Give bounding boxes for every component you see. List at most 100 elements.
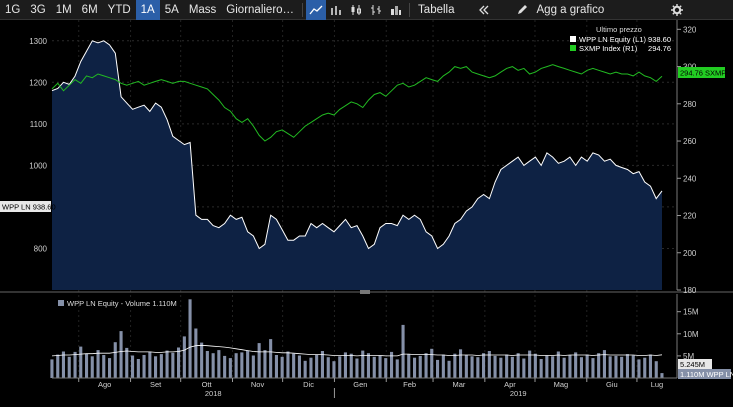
range-ytd-button[interactable]: YTD (107, 3, 131, 16)
volume-last-tag: 1.110M WPP LN (678, 369, 733, 379)
volume-bar (625, 354, 629, 378)
range-max-button[interactable]: Mass (188, 3, 217, 16)
volume-bar (326, 357, 330, 378)
volume-bar (343, 352, 347, 378)
volume-bar (257, 343, 261, 378)
month-label: Ago (98, 380, 111, 389)
volume-bar (90, 356, 94, 378)
right-tick-label: 240 (683, 174, 697, 183)
volume-tick-label: 10M (683, 330, 699, 339)
left-tick-label: 1200 (29, 78, 47, 87)
volume-bar (487, 351, 491, 378)
ohlc-icon[interactable] (366, 0, 386, 20)
collapse-chevron-icon[interactable] (474, 0, 494, 20)
date-axis: Ago Set Ott Nov Dic Gen Feb Mar Apr Mag Giu Lug 2018… (52, 377, 677, 398)
left-axis: 1300120011001000900800 (29, 37, 47, 254)
bar-chart-icon[interactable] (326, 0, 346, 20)
line-chart-icon[interactable] (306, 0, 327, 20)
volume-bar (430, 348, 434, 378)
volume-bar (67, 356, 71, 378)
volume-bar (424, 353, 428, 378)
month-label: Giu (606, 380, 618, 389)
volume-bar (251, 355, 255, 378)
volume-bar (591, 358, 595, 378)
range-3g-button[interactable]: 3G (30, 3, 46, 16)
volume-bar (620, 356, 624, 378)
price-last-tag-label: WPP LN 938.60 (2, 203, 56, 212)
volume-axis: 15M 10M 5M (676, 294, 699, 378)
volume-bar (125, 347, 129, 378)
volume-bar (597, 353, 601, 378)
month-label: Set (150, 380, 162, 389)
volume-bar (142, 355, 146, 378)
range-1a-button[interactable]: 1A (135, 0, 160, 20)
legend-swatch-sxmp (570, 45, 576, 51)
volume-bar (602, 350, 606, 378)
volume-bar (579, 357, 583, 378)
volume-bar (136, 359, 140, 378)
range-1m-button[interactable]: 1M (55, 3, 72, 16)
volume-bar (108, 358, 112, 378)
volume-bar (79, 346, 83, 378)
add-to-chart-button[interactable]: Agg a grafico (536, 3, 605, 16)
month-label: Mag (554, 380, 569, 389)
volume-bar (263, 350, 267, 378)
table-button[interactable]: Tabella (418, 3, 455, 16)
volume-bar (119, 331, 123, 378)
chart-legend: Ultimo prezzo WPP LN Equity (L1) 938.60 … (570, 25, 671, 53)
frequency-dropdown[interactable]: Giornaliero… (226, 3, 295, 16)
chart-toolbar: 1G 3G 1M 6M YTD 1A 5A Mass Giornaliero… … (0, 0, 733, 20)
volume-bar (441, 354, 445, 378)
volume-bar (522, 358, 526, 378)
range-6m-button[interactable]: 6M (81, 3, 98, 16)
volume-bar (545, 355, 549, 378)
toolbar-divider (409, 2, 411, 17)
price-last-tag: WPP LN 938.60 (0, 201, 56, 212)
volume-bar (464, 355, 468, 378)
price-chart: 1300120011001000900800 32030028026024022… (0, 20, 733, 398)
volume-bar (102, 355, 106, 378)
volume-bar (585, 354, 589, 378)
volume-bar (297, 355, 301, 378)
pencil-icon[interactable] (512, 0, 532, 20)
toolbar-divider (302, 2, 304, 17)
volume-bar (177, 347, 181, 378)
volume-bar (556, 351, 560, 378)
volume-bar (551, 356, 555, 378)
volume-bar (482, 353, 486, 378)
legend-label-sxmp: SXMP Index (R1) (579, 44, 638, 53)
candlestick-icon[interactable] (346, 0, 366, 20)
volume-bar (148, 351, 152, 378)
volume-bar (85, 353, 89, 378)
gear-icon[interactable] (667, 0, 687, 20)
volume-bar (303, 360, 307, 378)
range-5a-button[interactable]: 5A (164, 3, 179, 16)
wpp-price-area (52, 40, 662, 290)
panel-resize-handle[interactable] (360, 290, 370, 294)
legend-value-wpp: 938.60 (648, 35, 671, 44)
volume-bar (315, 354, 319, 378)
legend-header: Ultimo prezzo (596, 25, 642, 34)
stacked-bars-icon[interactable] (386, 0, 406, 20)
volume-tick-label: 15M (683, 308, 699, 317)
volume-bar (366, 353, 370, 378)
volume-bar (436, 359, 440, 378)
legend-swatch-volume (58, 300, 64, 306)
volume-bar (73, 351, 77, 378)
volume-bar (660, 373, 664, 378)
year-label: 2018 (205, 389, 222, 398)
month-label: Dic (303, 380, 314, 389)
range-1g-button[interactable]: 1G (5, 3, 21, 16)
volume-bar (574, 352, 578, 378)
volume-bar (332, 361, 336, 378)
volume-bar (309, 357, 313, 378)
volume-bar (533, 353, 537, 378)
volume-avg-tag: 5.245M (678, 359, 712, 369)
wpp-price-line (51, 40, 663, 250)
volume-bar (643, 357, 647, 378)
right-tick-label: 180 (683, 286, 697, 295)
volume-bar (361, 350, 365, 378)
volume-bar (413, 357, 417, 378)
volume-bar (539, 359, 543, 378)
volume-bar (292, 353, 296, 378)
